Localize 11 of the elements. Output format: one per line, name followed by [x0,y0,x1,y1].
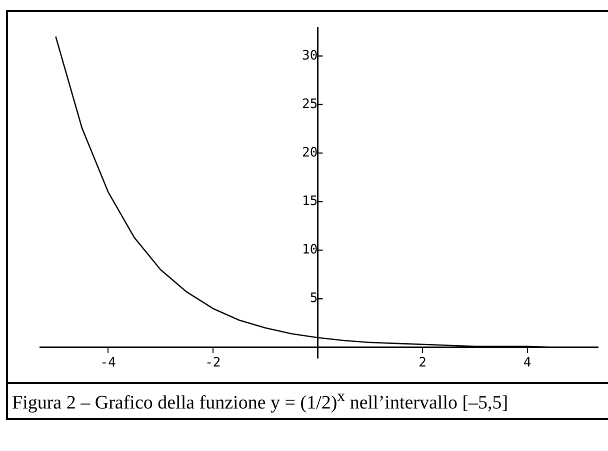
y-tick-label: 25 [302,96,318,112]
text: Figura 2 – Grafico della funzione y = (1/2)$^{x}$ nell’intervallo [–5,5] [8,382,608,418]
x-tick-label: -2 [205,355,221,370]
y-tick-label: 20 [302,145,318,160]
y-tick-label: 30 [302,48,318,64]
x-tick-label: -4 [100,355,116,370]
x-tick-label: 4 [523,355,532,370]
x-tick-label: 2 [418,355,426,370]
y-tick-label: 15 [302,194,318,210]
y-tick-label: 10 [302,242,318,258]
y-tick-label: 5 [310,291,318,306]
